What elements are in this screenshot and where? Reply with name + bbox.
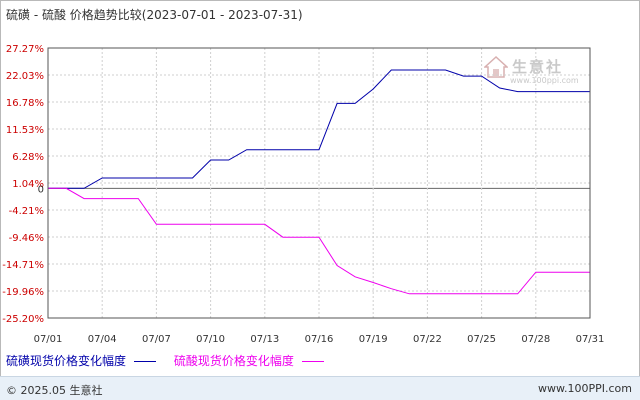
legend-item-sulfur: 硫磺现货价格变化幅度 [6,354,160,368]
y-tick-label: -19.96% [2,287,44,298]
x-tick-label: 07/13 [250,334,279,345]
house-logo-icon [484,56,508,78]
y-tick-label: -14.71% [2,260,44,271]
legend: 硫磺现货价格变化幅度 硫酸现货价格变化幅度 [6,352,338,369]
x-axis-ticks: 07/01 07/04 07/07 07/10 07/13 07/16 07/19 07/22… [34,334,605,345]
legend-label: 硫酸现货价格变化幅度 [173,354,294,368]
series-lines [48,69,590,295]
plot-border [47,47,591,319]
grid [47,47,591,319]
x-tick-label: 07/16 [305,334,334,345]
series-line-sulfur [48,69,590,189]
x-tick-label: 07/28 [521,334,550,345]
x-tick-label: 07/01 [34,334,63,345]
legend-label: 硫磺现货价格变化幅度 [6,354,127,368]
legend-item-sulfuric-acid: 硫酸现货价格变化幅度 [174,354,324,368]
x-tick-label: 07/19 [359,334,388,345]
footer-bar: © 2025.05 生意社 www.100PPI.com [0,376,640,400]
legend-swatch [301,361,324,362]
x-tick-label: 07/31 [576,334,605,345]
watermark-url: www.100ppi.com [510,76,579,85]
series-line-sulfuric-acid [48,187,590,295]
legend-swatch [134,361,157,362]
copyright-text: © 2025.05 生意社 [6,384,103,397]
site-link[interactable]: www.100PPI.com [538,382,632,395]
y-axis-ticks: 27.27% 22.03% 16.78% 11.53% 6.28% 1.04%0 -4.21… [2,44,44,325]
y-tick-label: 27.27% [6,44,44,55]
x-tick-label: 07/07 [142,334,171,345]
x-tick-label: 07/25 [467,334,496,345]
chart-title: 硫磺 - 硫酸 价格趋势比较(2023-07-01 - 2023-07-31) [6,8,303,22]
y-tick-label: 0 [38,184,44,195]
y-tick-label: 16.78% [6,98,44,109]
y-tick-label: 22.03% [6,71,44,82]
y-tick-label: -9.46% [9,233,44,244]
y-tick-label: 6.28% [12,152,44,163]
y-tick-label: -25.20% [2,314,44,325]
x-tick-label: 07/04 [88,334,117,345]
y-tick-label: 1.04% [12,179,44,190]
y-tick-label: -4.21% [9,206,44,217]
line-chart: 27.27% 22.03% 16.78% 11.53% 6.28% 1.04%0 -4.21… [2,44,605,345]
x-tick-label: 07/10 [196,334,225,345]
y-tick-label: 11.53% [6,125,44,136]
watermark-name: 生意社 [512,58,564,76]
x-tick-label: 07/22 [413,334,442,345]
